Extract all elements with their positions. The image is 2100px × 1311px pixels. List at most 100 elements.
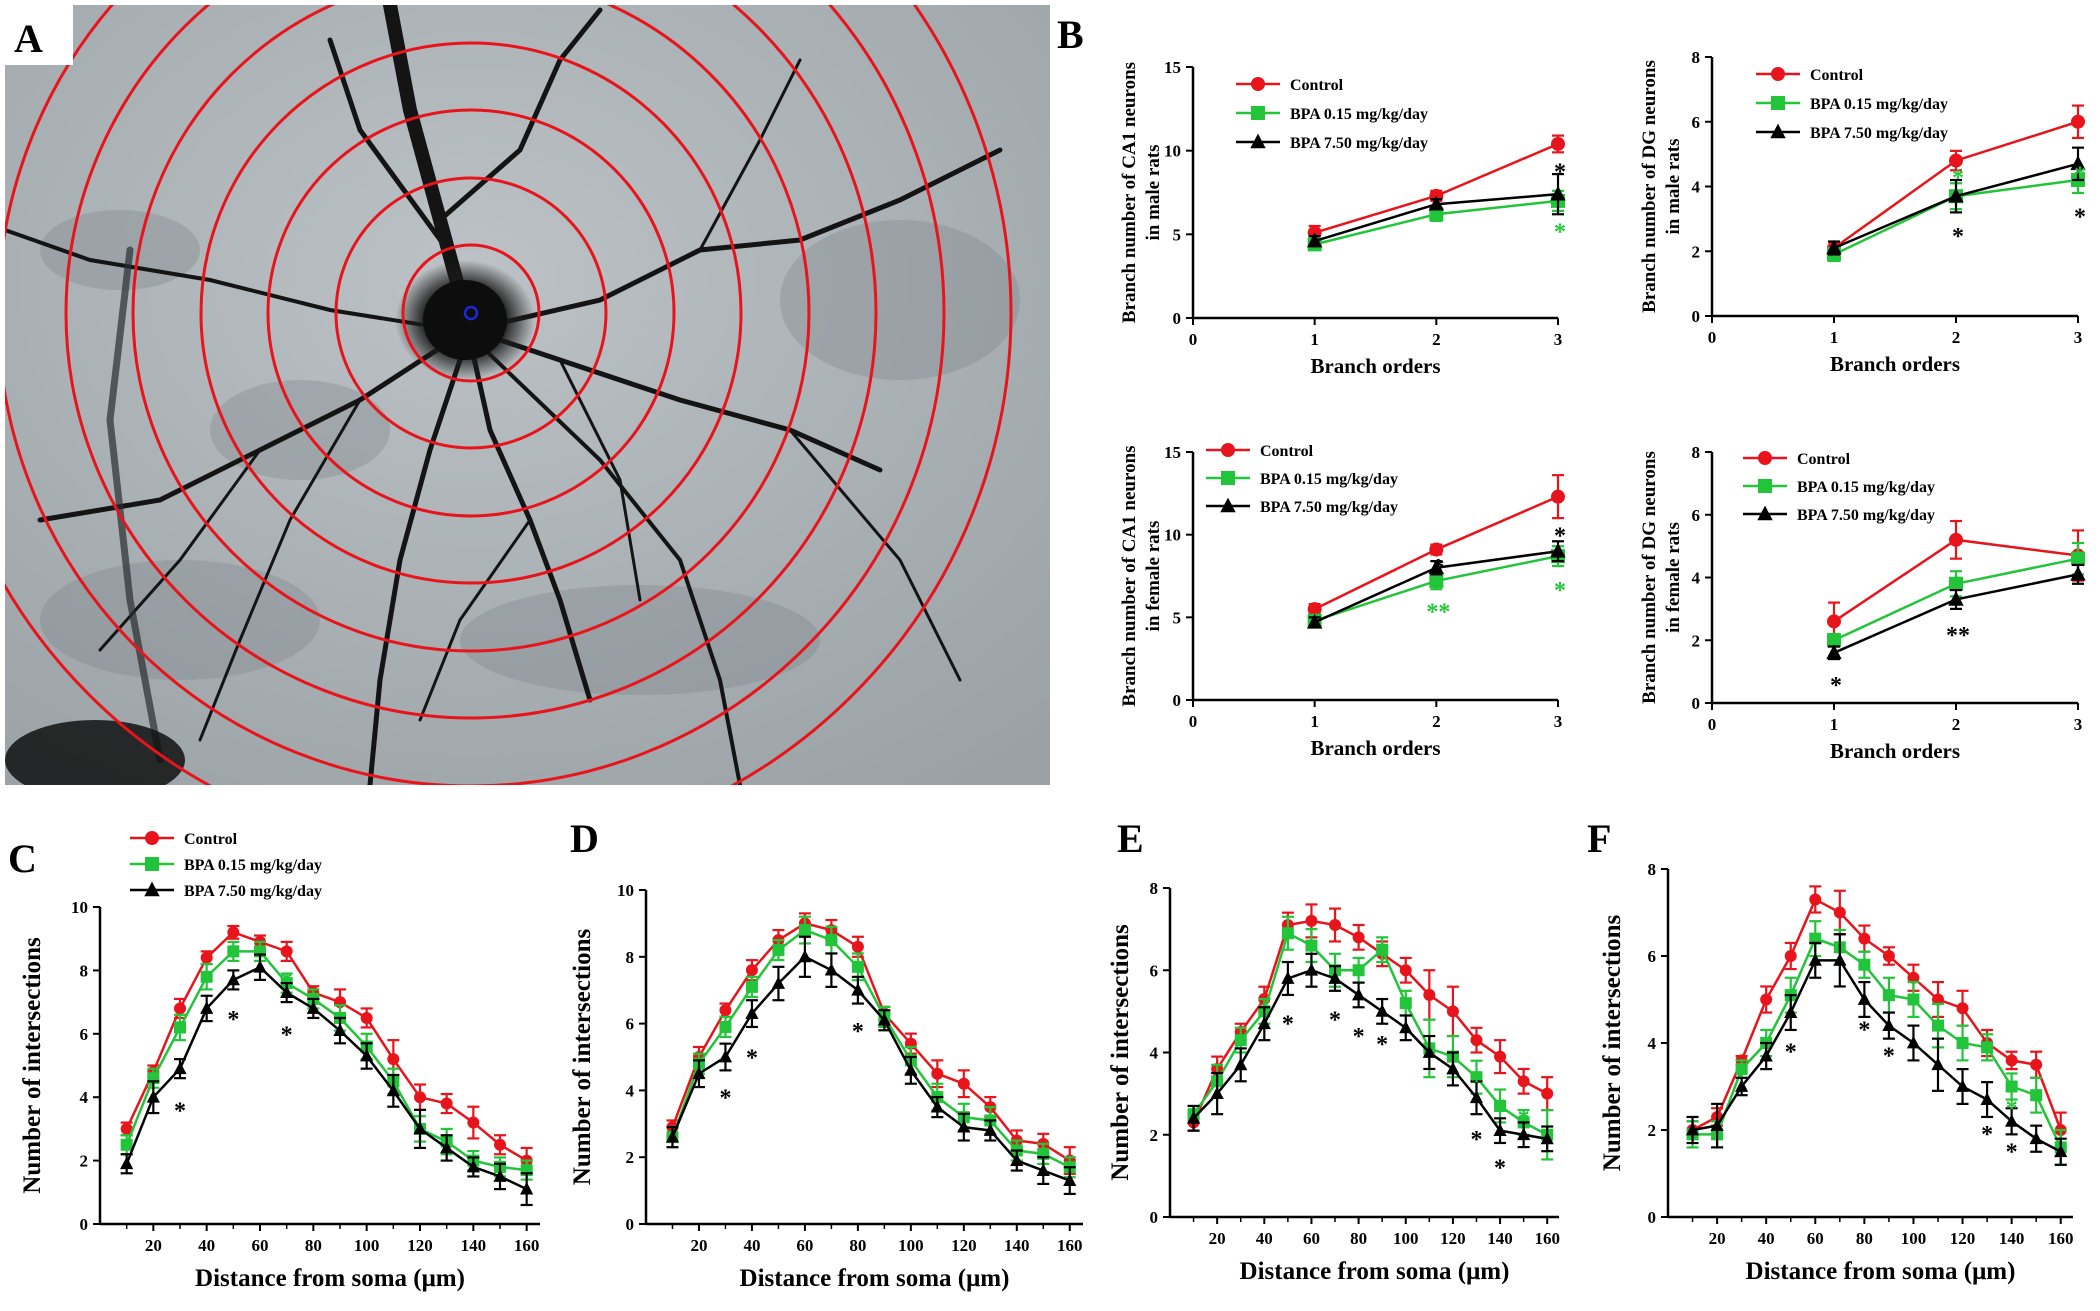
x-tick-label: 0: [1189, 712, 1198, 731]
y-axis-title-line: Branch number of CA1 neurons: [1119, 62, 1140, 323]
data-point-bpa-7.50: [983, 1123, 997, 1136]
x-tick-label: 80: [305, 1236, 322, 1255]
y-axis-title-line: Number of intersections: [1107, 924, 1134, 1181]
data-point-bpa-7.50: [146, 1090, 160, 1103]
legend-label: BPA 0.15 mg/kg/day: [184, 857, 322, 874]
data-point-bpa-7.50: [1428, 195, 1445, 211]
y-tick-label: 2: [626, 1148, 635, 1167]
data-point-control: [1307, 602, 1322, 617]
data-point-bpa-0.15: [1221, 471, 1235, 485]
data-point-bpa-7.50: [1469, 1090, 1484, 1104]
x-tick-label: 100: [1393, 1229, 1419, 1248]
data-point-bpa-0.15: [1352, 964, 1365, 977]
significance-marker: *: [1432, 555, 1444, 581]
data-point-bpa-7.50: [771, 976, 786, 989]
data-point-bpa-0.15: [2005, 1080, 2018, 1093]
data-point-bpa-0.15: [851, 960, 864, 973]
y-tick-label: 0: [1150, 1208, 1159, 1227]
data-point-bpa-0.15: [719, 1020, 732, 1033]
data-point-bpa-7.50: [1882, 1018, 1896, 1031]
data-point-bpa-0.15: [1251, 106, 1265, 120]
series-line: [1192, 931, 1548, 1136]
data-point-control: [200, 951, 213, 964]
x-tick-label: 60: [1807, 1229, 1824, 1248]
y-tick-label: 8: [626, 948, 635, 967]
data-point-bpa-0.15: [1858, 958, 1871, 971]
series-line: [1692, 959, 2062, 1153]
data-point-bpa-7.50: [1955, 1079, 1970, 1092]
x-tick-label: 160: [514, 1236, 540, 1255]
data-point-control: [1494, 1050, 1507, 1063]
y-axis-title-line: in male rats: [1143, 144, 1164, 240]
y-tick-label: 0: [1173, 691, 1182, 710]
x-axis-title: Branch orders: [1310, 354, 1440, 378]
data-point-control: [1907, 971, 1920, 984]
data-point-control: [120, 1122, 133, 1135]
significance-marker: *: [1518, 1106, 1530, 1132]
y-tick-label: 0: [1692, 307, 1701, 326]
y-tick-label: 5: [1173, 225, 1182, 244]
neuron-micrograph: [5, 5, 1050, 785]
data-point-bpa-7.50: [1710, 1118, 1724, 1132]
panel-label-f: F: [1587, 816, 1611, 861]
data-point-control: [1949, 532, 1963, 547]
data-point-control: [440, 1097, 453, 1110]
data-point-bpa-0.15: [200, 970, 213, 983]
x-tick-label: 40: [198, 1236, 215, 1255]
data-point-bpa-7.50: [1808, 953, 1822, 966]
data-point-bpa-0.15: [1470, 1071, 1483, 1084]
data-point-bpa-0.15: [1932, 1019, 1944, 1032]
legend-label: BPA 0.15 mg/kg/day: [1797, 479, 1935, 496]
legend-label: Control: [184, 831, 238, 848]
chart-d: 0 2 4 6 8 10 20 40 60 80 100 120 140 160 Distance from…: [569, 881, 1083, 1292]
x-axis-title: Distance from soma (μm): [1240, 1258, 1510, 1285]
data-point-control: [174, 1002, 186, 1015]
data-point-control: [1470, 1034, 1483, 1047]
x-tick-label: 1: [1830, 715, 1839, 734]
data-point-control: [2071, 114, 2085, 129]
significance-marker: *: [281, 1023, 293, 1049]
data-point-control: [1517, 1075, 1530, 1088]
series-line: [125, 950, 527, 1172]
x-tick-label: 1: [1310, 330, 1319, 349]
y-tick-label: 4: [1648, 1034, 1657, 1053]
data-point-control: [957, 1077, 970, 1090]
data-point-bpa-0.15: [772, 944, 785, 957]
data-point-control: [1771, 67, 1785, 81]
series-line: [125, 965, 528, 1191]
x-axis-title: Distance from soma (μm): [740, 1265, 1010, 1292]
y-tick-label: 8: [1692, 48, 1701, 67]
data-point-control: [1446, 1005, 1459, 1018]
data-point-bpa-7.50: [386, 1083, 400, 1097]
y-tick-label: 6: [80, 1025, 89, 1044]
data-point-bpa-7.50: [692, 1066, 706, 1080]
data-point-bpa-7.50: [1428, 559, 1445, 575]
series-line: [1192, 919, 1548, 1123]
x-tick-label: 2: [1432, 712, 1441, 731]
data-point-bpa-7.50: [1234, 1057, 1248, 1071]
y-tick-label: 8: [1692, 443, 1701, 462]
data-point-bpa-0.15: [745, 980, 758, 993]
panel-label-e: E: [1117, 816, 1144, 861]
data-point-bpa-7.50: [2054, 1144, 2068, 1158]
data-point-bpa-7.50: [333, 1023, 347, 1037]
data-point-control: [1251, 77, 1265, 91]
y-tick-label: 10: [1164, 526, 1181, 545]
data-point-control: [1827, 614, 1841, 629]
y-tick-label: 4: [1150, 1044, 1159, 1063]
y-tick-label: 5: [1173, 608, 1182, 627]
series-line: [125, 930, 528, 1162]
data-point-bpa-7.50: [665, 1129, 680, 1143]
data-point-bpa-7.50: [466, 1159, 480, 1173]
data-point-bpa-0.15: [1827, 633, 1841, 648]
significance-marker: *: [1470, 1127, 1482, 1153]
series-line: [671, 928, 1071, 1169]
chart-b-dg-female: 0 2 4 6 8 0 1 2 3 Branch orders Branch number of D…: [1639, 443, 2086, 763]
data-point-bpa-7.50: [1948, 187, 1964, 203]
data-point-control: [1858, 932, 1871, 945]
x-tick-label: 100: [354, 1236, 380, 1255]
x-tick-label: 140: [461, 1236, 487, 1255]
y-tick-label: 0: [80, 1215, 89, 1234]
series-bpa-7-50-mg-kg-day: [1186, 952, 1554, 1153]
significance-marker: *: [852, 1019, 864, 1045]
